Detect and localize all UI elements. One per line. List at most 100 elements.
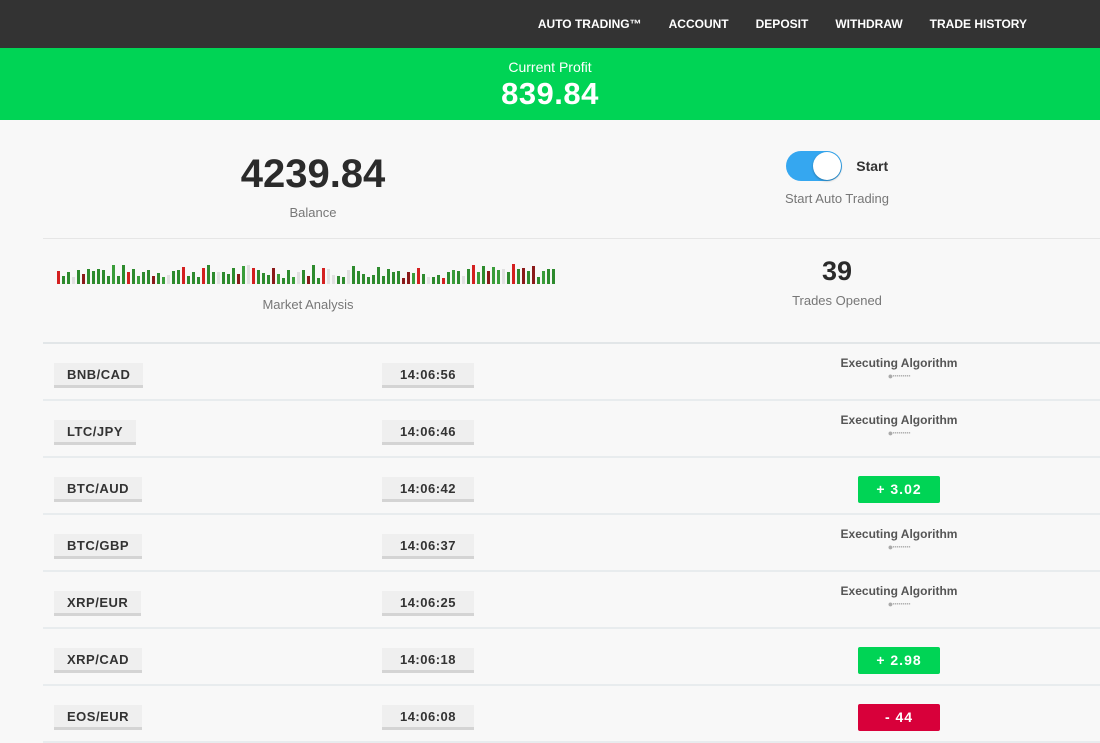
trade-row: BNB/CAD 14:06:56 Executing Algorithm ●·····… bbox=[43, 344, 1100, 401]
trade-pair: EOS/EUR bbox=[54, 705, 143, 730]
market-bar bbox=[532, 265, 535, 284]
nav-auto-trading[interactable]: AUTO TRADING™ bbox=[537, 17, 642, 31]
market-bar bbox=[197, 277, 200, 284]
market-bar bbox=[372, 274, 375, 284]
market-bar bbox=[232, 267, 235, 284]
market-bar bbox=[357, 271, 360, 284]
market-bar bbox=[492, 266, 495, 284]
market-bar bbox=[442, 277, 445, 284]
market-bar bbox=[552, 268, 555, 284]
market-bar bbox=[517, 268, 520, 284]
balance-value: 4239.84 bbox=[240, 152, 386, 196]
market-bar bbox=[297, 271, 300, 284]
market-bar bbox=[137, 275, 140, 284]
market-bar bbox=[457, 270, 460, 284]
market-bar bbox=[247, 265, 250, 284]
market-bar bbox=[542, 271, 545, 284]
trades-opened-value: 39 bbox=[821, 256, 853, 286]
market-bar bbox=[462, 276, 465, 284]
trades-opened-panel: 39 Trades Opened bbox=[737, 256, 937, 308]
market-analysis-bars bbox=[57, 262, 559, 284]
market-bar bbox=[307, 276, 310, 284]
auto-trading-panel: Start Start Auto Trading bbox=[737, 151, 937, 206]
market-bar bbox=[497, 270, 500, 284]
toggle-label: Start bbox=[856, 158, 889, 174]
top-nav: AUTO TRADING™ ACCOUNT DEPOSIT WITHDRAW T… bbox=[0, 0, 1100, 48]
market-bar bbox=[187, 276, 190, 284]
market-bar bbox=[67, 271, 70, 284]
market-bar bbox=[202, 268, 205, 284]
market-bar bbox=[227, 274, 230, 284]
market-bar bbox=[77, 269, 80, 284]
current-profit-banner: Current Profit 839.84 bbox=[0, 48, 1100, 120]
market-bar bbox=[472, 265, 475, 284]
market-bar bbox=[262, 273, 265, 284]
market-bar bbox=[467, 268, 470, 284]
executing-status: Executing Algorithm ●········· bbox=[838, 356, 960, 381]
market-bar bbox=[222, 271, 225, 284]
market-bar bbox=[107, 275, 110, 284]
market-bar bbox=[312, 265, 315, 284]
nav-account[interactable]: ACCOUNT bbox=[668, 17, 729, 31]
market-bar bbox=[502, 269, 505, 284]
market-bar bbox=[302, 269, 305, 284]
market-bar bbox=[342, 276, 345, 284]
status-text: Executing Algorithm bbox=[840, 527, 958, 541]
divider bbox=[43, 342, 1100, 344]
auto-trading-toggle[interactable] bbox=[785, 151, 842, 181]
market-bar bbox=[337, 275, 340, 284]
market-bar bbox=[292, 276, 295, 284]
market-bar bbox=[182, 267, 185, 284]
market-bar bbox=[282, 277, 285, 284]
market-bar bbox=[82, 274, 85, 284]
status-text: Executing Algorithm bbox=[840, 413, 958, 427]
market-bar bbox=[447, 271, 450, 284]
market-bar bbox=[367, 277, 370, 284]
market-bar bbox=[387, 269, 390, 284]
market-bar bbox=[432, 276, 435, 284]
status-text: Executing Algorithm bbox=[840, 356, 958, 370]
balance-label: Balance bbox=[289, 205, 337, 220]
trade-pair: XRP/EUR bbox=[54, 591, 142, 616]
trade-result-badge: - 44 bbox=[858, 704, 940, 731]
market-bar bbox=[512, 264, 515, 284]
market-bar bbox=[392, 272, 395, 284]
status-text: Executing Algorithm bbox=[840, 584, 958, 598]
market-bar bbox=[72, 276, 75, 284]
auto-trading-label: Start Auto Trading bbox=[784, 191, 890, 206]
market-bar bbox=[87, 268, 90, 284]
executing-status: Executing Algorithm ●········· bbox=[838, 584, 960, 609]
market-bar bbox=[152, 275, 155, 284]
trade-pair: XRP/CAD bbox=[54, 648, 143, 673]
market-bar bbox=[142, 271, 145, 284]
trade-result-badge: + 3.02 bbox=[858, 476, 940, 503]
market-bar bbox=[257, 270, 260, 284]
nav-deposit[interactable]: DEPOSIT bbox=[755, 17, 809, 31]
market-bar bbox=[157, 273, 160, 284]
market-bar bbox=[252, 267, 255, 284]
market-bar bbox=[132, 268, 135, 284]
market-bar bbox=[272, 268, 275, 284]
nav-withdraw[interactable]: WITHDRAW bbox=[835, 17, 903, 31]
executing-status: Executing Algorithm ●········· bbox=[838, 413, 960, 438]
market-bar bbox=[422, 274, 425, 284]
market-bar bbox=[97, 268, 100, 284]
market-analysis-label-wrap: Market Analysis bbox=[158, 297, 458, 312]
market-bar bbox=[382, 275, 385, 284]
market-bar bbox=[177, 269, 180, 284]
market-bar bbox=[477, 271, 480, 284]
market-bar bbox=[527, 270, 530, 284]
nav-trade-history[interactable]: TRADE HISTORY bbox=[929, 17, 1027, 31]
market-bar bbox=[172, 271, 175, 284]
market-bar bbox=[127, 272, 130, 284]
trade-row: LTC/JPY 14:06:46 Executing Algorithm ●·····… bbox=[43, 401, 1100, 458]
market-bar bbox=[62, 276, 65, 284]
market-bar bbox=[377, 266, 380, 284]
market-bar bbox=[327, 268, 330, 284]
trade-row: EOS/EUR 14:06:08 - 44 bbox=[43, 686, 1100, 743]
trade-time: 14:06:18 bbox=[382, 648, 474, 673]
trade-time: 14:06:42 bbox=[382, 477, 474, 502]
market-bar bbox=[267, 275, 270, 284]
market-bar bbox=[362, 274, 365, 284]
market-bar bbox=[162, 276, 165, 284]
